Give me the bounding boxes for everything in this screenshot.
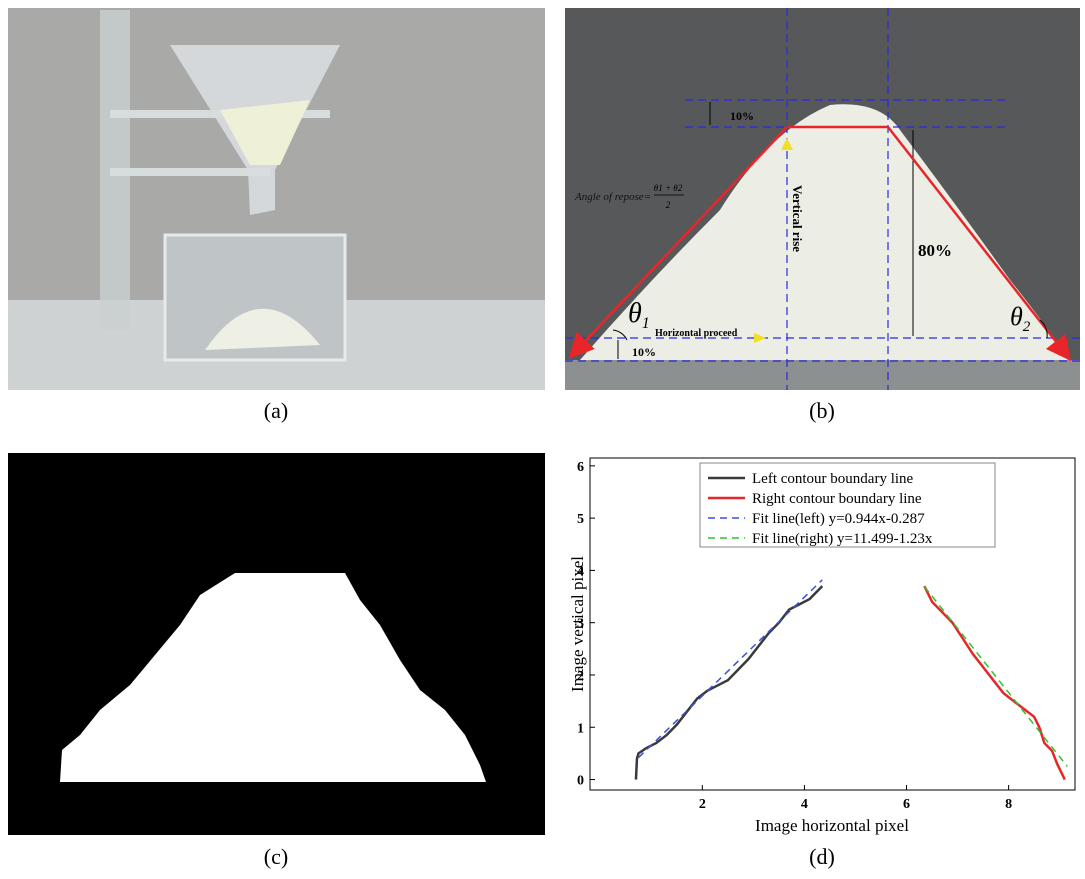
photo-b: 10% 10% 80% Vertical rise Horizontal pro… [565, 8, 1080, 390]
photo-a [8, 8, 545, 390]
formula-denominator: 2 [666, 200, 671, 210]
top-pct: 10% [730, 109, 754, 123]
bottom-pct: 10% [632, 345, 656, 359]
y-tick-label: 2 [577, 669, 584, 684]
y-tick-label: 1 [577, 721, 584, 736]
legend-label: Right contour boundary line [752, 491, 922, 507]
theta1-sub: 1 [642, 315, 650, 332]
x-tick-label: 6 [903, 797, 910, 812]
caption-d: (d) [809, 844, 835, 869]
x-tick-label: 4 [801, 797, 808, 812]
theta2-symbol: θ [1010, 302, 1023, 331]
y-tick-label: 0 [577, 774, 584, 789]
caption-c: (c) [264, 844, 288, 869]
x-axis-title: Image horizontal pixel [755, 816, 909, 835]
horizontal-label: Horizontal proceed [655, 328, 738, 339]
middle-pct: 80% [918, 241, 952, 260]
x-tick-label: 8 [1005, 797, 1012, 812]
figure: 10% 10% 80% Vertical rise Horizontal pro… [0, 0, 1085, 874]
y-tick-label: 6 [577, 460, 584, 475]
formula: Angle of repose= [574, 191, 651, 203]
binary-image [8, 453, 545, 835]
legend-label: Fit line(right) y=11.499-1.23x [752, 531, 933, 547]
legend-label: Left contour boundary line [752, 471, 914, 487]
theta1-symbol: θ [628, 298, 642, 329]
x-tick-label: 2 [699, 797, 706, 812]
chart: Image horizontal pixel Image vertical pi… [565, 453, 1080, 835]
legend-label: Fit line(left) y=0.944x-0.287 [752, 511, 925, 527]
theta2-sub: 2 [1023, 319, 1031, 335]
y-tick-label: 5 [577, 512, 584, 527]
caption-b: (b) [809, 398, 835, 423]
vertical-label: Vertical rise [790, 185, 805, 252]
y-tick-label: 3 [577, 617, 584, 632]
formula-numerator: θ1 + θ2 [654, 183, 683, 193]
y-tick-label: 4 [577, 564, 584, 579]
caption-a: (a) [264, 398, 288, 423]
